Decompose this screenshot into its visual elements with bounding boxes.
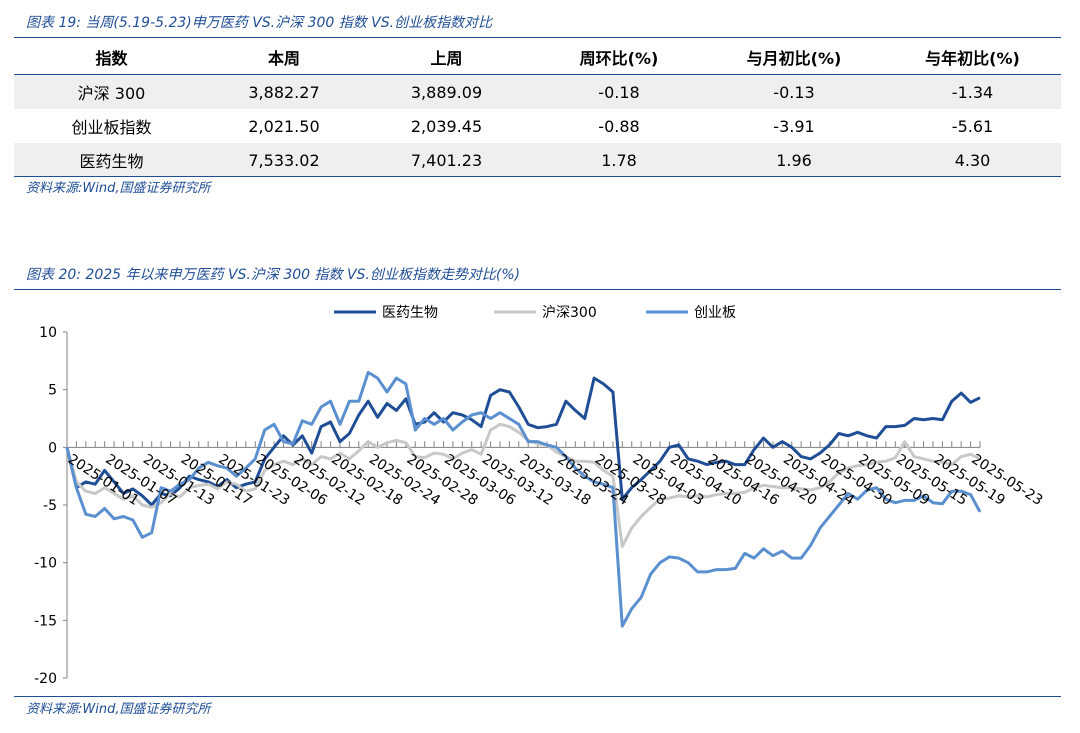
- cell-year-change: -1.34: [884, 74, 1061, 109]
- cell-last-week: 7,401.23: [359, 143, 534, 177]
- figure20-source: 资料来源:Wind,国盛证券研究所: [26, 702, 211, 717]
- y-tick-label: -20: [34, 671, 57, 687]
- legend-label: 沪深300: [542, 305, 597, 321]
- series-line-1: [65, 422, 981, 548]
- cell-month-change: 1.96: [704, 143, 884, 177]
- legend-label: 医药生物: [382, 305, 438, 321]
- y-tick-label: -5: [43, 498, 57, 514]
- cell-month-change: -0.13: [704, 74, 884, 109]
- table-row: 医药生物 7,533.02 7,401.23 1.78 1.96 4.30: [14, 143, 1061, 177]
- cell-this-week: 3,882.27: [209, 74, 359, 109]
- figure19-top-rule: [14, 37, 1061, 38]
- cell-year-change: -5.61: [951, 116, 994, 136]
- cell-index-name: 沪深 300: [14, 74, 209, 109]
- cell-month-change: -3.91: [773, 116, 815, 136]
- header-month-change: 与月初比(%): [704, 40, 884, 75]
- header-this-week: 本周: [209, 40, 359, 75]
- series-line-2: [65, 370, 982, 628]
- header-week-change: 周环比(%): [534, 40, 704, 75]
- figure19-title: 图表 19: 当周(5.19-5.23)申万医药 VS.沪深 300 指数 VS…: [26, 15, 493, 31]
- cell-year-change: 4.30: [884, 143, 1061, 177]
- y-tick-label: -10: [34, 556, 57, 572]
- index-comparison-table: 指数 本周 上周 周环比(%) 与月初比(%) 与年初比(%) 沪深 300 3…: [14, 40, 1061, 177]
- cell-this-week: 7,533.02: [209, 143, 359, 177]
- header-last-week: 上周: [359, 40, 534, 75]
- figure20-top-rule: [14, 289, 1061, 290]
- y-tick-label: 0: [48, 440, 57, 456]
- cell-last-week: 2,039.45: [410, 116, 483, 136]
- cell-week-change: -0.88: [598, 116, 640, 136]
- table-header-row: 指数 本周 上周 周环比(%) 与月初比(%) 与年初比(%): [14, 40, 1061, 75]
- figure19-bottom-rule: [14, 176, 1061, 177]
- y-tick-label: 10: [39, 325, 57, 341]
- y-tick-label: -15: [34, 613, 57, 629]
- table-row: 创业板指数 2,021.50 2,039.45 -0.88 -3.91 -5.6…: [14, 109, 1061, 143]
- cell-last-week: 3,889.09: [359, 74, 534, 109]
- cell-week-change: 1.78: [534, 143, 704, 177]
- figure20-title: 图表 20: 2025 年以来申万医药 VS.沪深 300 指数 VS.创业板指…: [26, 267, 521, 283]
- figure19-source: 资料来源:Wind,国盛证券研究所: [26, 181, 211, 196]
- trend-line-chart: 1050-5-10-15-202025-01-012025-01-072025-…: [34, 305, 1045, 687]
- series-line-0: [65, 376, 981, 507]
- cell-this-week: 2,021.50: [248, 116, 320, 136]
- cell-week-change: -0.18: [534, 74, 704, 109]
- table-row: 沪深 300 3,882.27 3,889.09 -0.18 -0.13 -1.…: [14, 74, 1061, 109]
- cell-index-name: 医药生物: [14, 143, 209, 177]
- figure20-bottom-rule: [14, 696, 1061, 697]
- legend-label: 创业板: [694, 305, 736, 321]
- cell-index-name: 创业板指数: [71, 118, 152, 137]
- y-tick-label: 5: [48, 383, 57, 399]
- header-year-change: 与年初比(%): [884, 40, 1061, 75]
- header-index: 指数: [14, 40, 209, 75]
